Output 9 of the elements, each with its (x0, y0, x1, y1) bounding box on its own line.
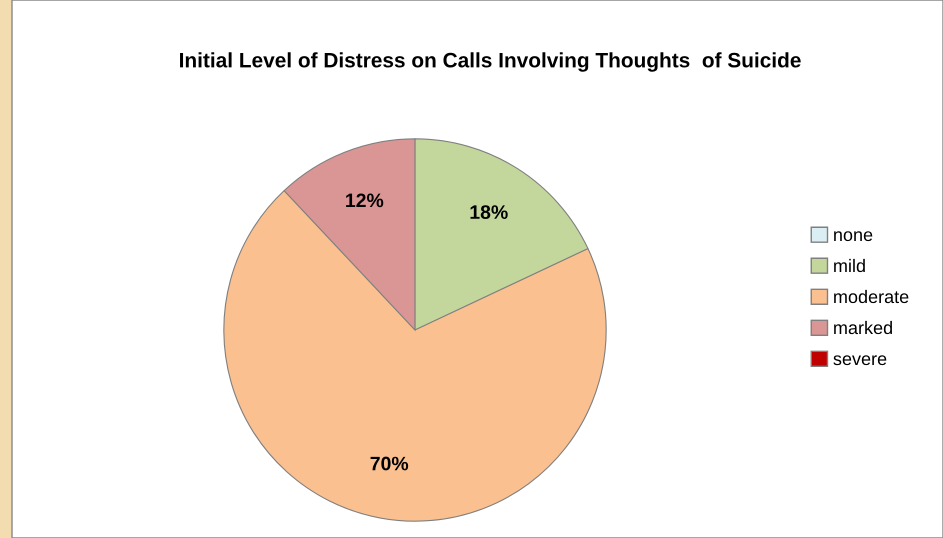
legend-label: mild (834, 258, 865, 272)
data-label: 12% (346, 193, 384, 208)
legend-label: moderate (834, 290, 908, 304)
data-label: 70% (370, 456, 408, 470)
chart-title: Initial Level of Distress on Calls Involving Thoughts of Suicide (180, 52, 801, 72)
legend-label: severe (833, 355, 886, 366)
legend-label: none (834, 231, 872, 242)
legend-label: marked (834, 320, 892, 334)
data-label: 18% (470, 205, 508, 219)
